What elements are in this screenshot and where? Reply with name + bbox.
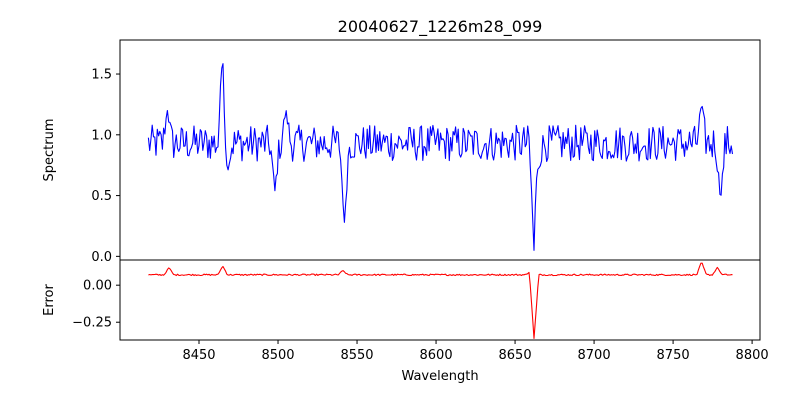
spectrum-panel: 0.0 0.5 1.0 1.5 Spectrum	[42, 63, 734, 265]
x-tick-label: 8500	[261, 348, 294, 363]
error-series-group	[148, 262, 733, 340]
x-axis-label: Wavelength	[401, 369, 478, 384]
error-y-ticks: 0.00 −0.25	[72, 279, 120, 331]
x-tick-label: 8600	[420, 348, 453, 363]
x-tick-label: 8650	[499, 348, 532, 363]
y-tick-label: 1.0	[91, 128, 112, 143]
spectrum-series-group	[147, 63, 734, 251]
y-tick-label: 0.0	[91, 250, 112, 265]
x-tick-label: 8450	[182, 348, 215, 363]
spectrum-y-label: Spectrum	[42, 119, 57, 182]
error-panel: 0.00 −0.25 8450 8500 8550 8600 8650 8700 8750 88…	[42, 262, 769, 384]
x-tick-label: 8800	[736, 348, 769, 363]
x-tick-label: 8750	[657, 348, 690, 363]
y-tick-label: −0.25	[72, 316, 112, 331]
y-tick-label: 0.5	[91, 189, 112, 204]
y-tick-label: 1.5	[91, 68, 112, 83]
chart-title: 20040627_1226m28_099	[338, 17, 543, 37]
x-tick-label: 8700	[578, 348, 611, 363]
error-y-label: Error	[42, 284, 57, 316]
series-line-0	[148, 262, 733, 340]
error-axes-frame	[119, 259, 761, 341]
x-tick-label: 8550	[340, 348, 373, 363]
error-x-ticks: 8450 8500 8550 8600 8650 8700 8750 8800	[182, 340, 769, 363]
y-tick-label: 0.00	[83, 279, 112, 294]
spectrum-y-ticks: 0.0 0.5 1.0 1.5	[91, 68, 120, 265]
series-line-0	[147, 63, 734, 251]
